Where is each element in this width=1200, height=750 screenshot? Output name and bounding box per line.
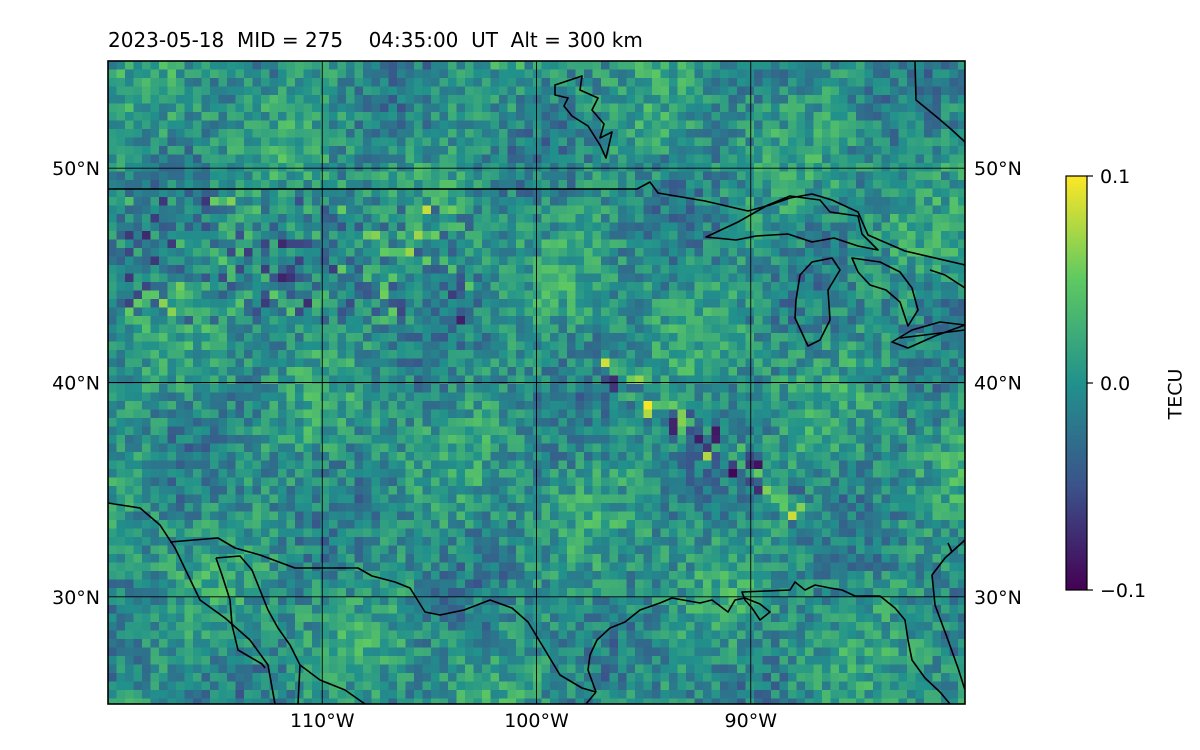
lat-label-left: 50°N bbox=[52, 158, 100, 180]
florida-coast bbox=[931, 539, 965, 691]
lat-label-right: 50°N bbox=[974, 158, 1022, 180]
colorbar-ticks: 0.1 0.0 −0.1 bbox=[1087, 166, 1146, 602]
james-bay-coast bbox=[914, 61, 965, 143]
lat-labels-left: 50°N 40°N 30°N bbox=[52, 158, 100, 609]
mexico-west-coast bbox=[299, 664, 366, 704]
lake-erie bbox=[891, 321, 965, 349]
pacific-coast bbox=[108, 502, 276, 704]
lat-label-right: 30°N bbox=[974, 587, 1022, 609]
lon-label: 90°W bbox=[725, 710, 778, 732]
colorbar-tick-label: 0.0 bbox=[1100, 373, 1130, 395]
us-canada-border bbox=[108, 181, 965, 266]
colorbar-gradient bbox=[1065, 175, 1088, 591]
lake-michigan bbox=[794, 257, 841, 347]
map-title: 2023-05-18 MID = 275 04:35:00 UT Alt = 3… bbox=[108, 28, 643, 52]
lake-superior bbox=[705, 195, 879, 251]
lat-label-left: 30°N bbox=[52, 587, 100, 609]
map-frame bbox=[107, 60, 966, 705]
gridlines bbox=[108, 61, 965, 704]
lat-labels-right: 50°N 40°N 30°N bbox=[974, 158, 1022, 609]
lon-label: 110°W bbox=[290, 710, 355, 732]
lat-label-left: 40°N bbox=[52, 373, 100, 395]
baja-gulf-shore bbox=[215, 557, 266, 669]
gulf-coast bbox=[585, 581, 951, 704]
us-mexico-border bbox=[169, 537, 597, 693]
florida-tick bbox=[947, 542, 953, 553]
hudson-bay-coast bbox=[554, 75, 613, 159]
tec-heatmap bbox=[108, 61, 965, 704]
colorbar-tick-label: 0.1 bbox=[1100, 166, 1130, 188]
lon-label: 100°W bbox=[504, 710, 569, 732]
lon-labels-bottom: 110°W 100°W 90°W bbox=[290, 710, 777, 732]
coastlines bbox=[108, 61, 965, 704]
baja-peninsula bbox=[215, 555, 301, 704]
lat-label-right: 40°N bbox=[974, 373, 1022, 395]
colorbar-label: TECU bbox=[1164, 368, 1187, 420]
lower-lakes-line bbox=[899, 329, 965, 339]
ontario-edge bbox=[929, 269, 965, 289]
colorbar-tick-label: −0.1 bbox=[1100, 580, 1146, 602]
lake-huron bbox=[851, 257, 919, 327]
